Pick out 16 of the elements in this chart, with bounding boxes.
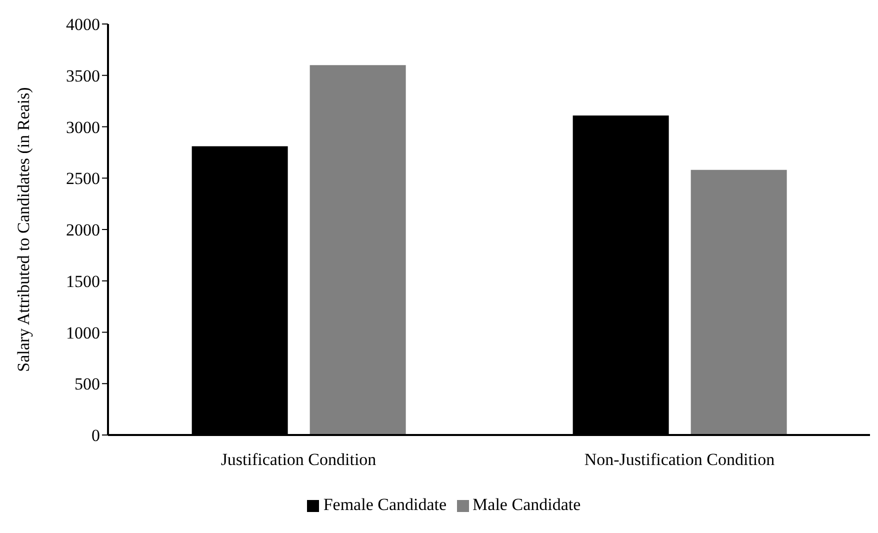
y-tick-label: 2500: [66, 169, 100, 188]
x-tick-label: Non-Justification Condition: [584, 450, 776, 470]
x-tick-label: Justification Condition: [220, 450, 377, 470]
y-tick-label: 3000: [66, 118, 100, 137]
y-tick-label: 3500: [66, 66, 100, 86]
bar: [310, 65, 406, 435]
y-tick-label: 1000: [66, 323, 100, 342]
y-tick-label: 2000: [66, 220, 100, 240]
bar: [690, 170, 787, 435]
y-tick-label: 0: [92, 426, 100, 446]
legend-label: Female Candidate: [323, 495, 447, 514]
y-tick-label: 500: [74, 374, 100, 394]
legend-label: Male Candidate: [472, 495, 581, 514]
y-tick-label: 4000: [66, 15, 100, 34]
y-tick-label: 1500: [66, 272, 100, 291]
y-axis-title: Salary Attributed to Candidates (in Reais): [14, 87, 34, 372]
